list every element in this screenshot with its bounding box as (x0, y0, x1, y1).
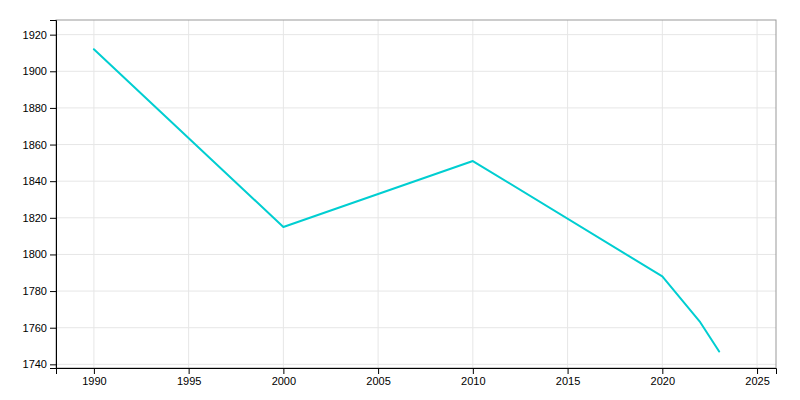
tick: 1780 (23, 285, 56, 297)
tick-mark (50, 254, 56, 255)
tick-label: 1920 (23, 29, 47, 41)
grid-line-x (662, 20, 663, 368)
tick: 2025 (745, 368, 769, 387)
tick: 2010 (461, 368, 485, 387)
tick-label: 1995 (177, 375, 201, 387)
tick: 1760 (23, 322, 56, 334)
tick-mark (50, 291, 56, 292)
tick-mark (50, 71, 56, 72)
tick: 1880 (23, 102, 56, 114)
tick-label: 2025 (745, 375, 769, 387)
tick-mark (757, 368, 758, 374)
tick-label: 1780 (23, 285, 47, 297)
axis-line (50, 21, 57, 369)
tick-mark (662, 368, 663, 374)
tick: 1740 (23, 358, 56, 370)
grid-line-y (56, 364, 776, 365)
grid-line-y (56, 327, 776, 328)
tick-mark (50, 328, 56, 329)
tick-label: 1990 (82, 375, 106, 387)
tick-mark (50, 108, 56, 109)
grid-line-y (56, 71, 776, 72)
axis-line (57, 369, 777, 375)
chart: 1990 1995 2000 2005 2010 2015 2020 2025 1740 1760… (0, 0, 800, 400)
tick-mark (50, 35, 56, 36)
grid-line-y (56, 217, 776, 218)
grid-line-y (56, 291, 776, 292)
grid-line-y (56, 254, 776, 255)
tick-label: 1860 (23, 139, 47, 151)
tick: 1860 (23, 139, 56, 151)
tick-label: 2015 (556, 375, 580, 387)
grid-line-y (56, 107, 776, 108)
grid-line-x (567, 20, 568, 368)
grid-line-x (283, 20, 284, 368)
tick: 1800 (23, 248, 56, 260)
tick-label: 1880 (23, 102, 47, 114)
plot: 1990 1995 2000 2005 2010 2015 2020 2025 1740 1760… (23, 20, 777, 387)
tick-label: 1840 (23, 175, 47, 187)
tick: 2015 (556, 368, 580, 387)
tick-mark (94, 368, 95, 374)
grid-line-x (93, 20, 94, 368)
tick-label: 1800 (23, 248, 47, 260)
tick-label: 2020 (651, 375, 675, 387)
tick-mark (378, 368, 379, 374)
tick-mark (50, 364, 56, 365)
tick: 2000 (272, 368, 296, 387)
grid-line-x (757, 20, 758, 368)
grid-line-y (56, 34, 776, 35)
tick: 1820 (23, 212, 56, 224)
tick-label: 2005 (366, 375, 390, 387)
line (94, 49, 719, 351)
tick-mark (189, 368, 190, 374)
tick-label: 1740 (23, 358, 47, 370)
tick: 2005 (366, 368, 390, 387)
tick-label: 1760 (23, 322, 47, 334)
grid-line-x (188, 20, 189, 368)
tick-mark (283, 368, 284, 374)
tick: 1990 (82, 368, 106, 387)
tick-label: 2000 (272, 375, 296, 387)
y-axis: 1740 1760 1780 1800 1820 1840 1860 1880 1900 1920 (23, 21, 57, 371)
tick-mark (473, 368, 474, 374)
tick-label: 1900 (23, 65, 47, 77)
marks (94, 49, 719, 351)
tick-mark (50, 218, 56, 219)
tick: 2020 (651, 368, 675, 387)
tick-mark (50, 145, 56, 146)
tick-mark (50, 181, 56, 182)
tick: 1900 (23, 65, 56, 77)
grid-line-y (56, 144, 776, 145)
tick: 1995 (177, 368, 201, 387)
grid-line-x (472, 20, 473, 368)
x-axis: 1990 1995 2000 2005 2010 2015 2020 2025 (57, 368, 777, 387)
tick: 1920 (23, 29, 56, 41)
tick-mark (568, 368, 569, 374)
grid (56, 20, 776, 368)
tick-label: 1820 (23, 212, 47, 224)
tick-label: 2010 (461, 375, 485, 387)
tick: 1840 (23, 175, 56, 187)
plot-frame (56, 20, 776, 368)
